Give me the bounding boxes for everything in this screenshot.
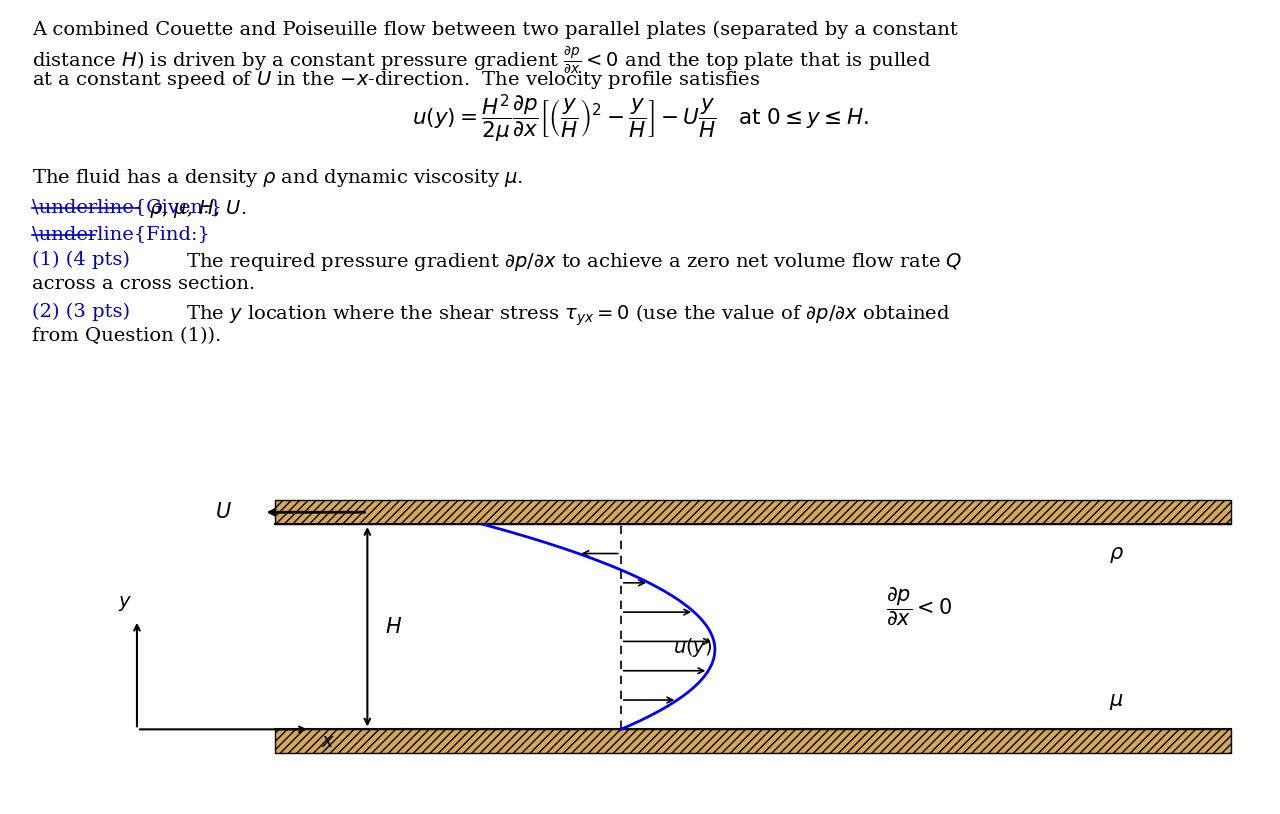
Text: across a cross section.: across a cross section. (32, 275, 255, 293)
Text: \underline{Given:}: \underline{Given:} (32, 198, 221, 216)
Text: $U$: $U$ (215, 502, 232, 523)
Text: A combined Couette and Poiseuille flow between two parallel plates (separated by: A combined Couette and Poiseuille flow b… (32, 20, 957, 38)
Bar (275, 501, 1231, 524)
Text: The required pressure gradient $\partial p / \partial x$ to achieve a zero net v: The required pressure gradient $\partial… (186, 251, 963, 273)
Text: $\mu$: $\mu$ (1108, 692, 1124, 712)
Text: $u(y)$: $u(y)$ (673, 636, 712, 659)
Text: $u(y) = \dfrac{H^2}{2\mu} \dfrac{\partial p}{\partial x} \left[ \left(\dfrac{y}{: $u(y) = \dfrac{H^2}{2\mu} \dfrac{\partia… (412, 92, 868, 144)
Text: $\dfrac{\partial p}{\partial x} < 0$: $\dfrac{\partial p}{\partial x} < 0$ (886, 585, 952, 627)
Text: (2) (3 pts): (2) (3 pts) (32, 303, 131, 321)
Bar (275, 729, 1231, 753)
Text: at a constant speed of $U$ in the $-x$-direction.  The velocity profile satisfie: at a constant speed of $U$ in the $-x$-d… (32, 69, 760, 91)
Text: \underline{Find:}: \underline{Find:} (32, 225, 210, 243)
Text: $y$: $y$ (118, 594, 133, 613)
Text: $\rho$, $\mu$, $H$, $U$.: $\rho$, $\mu$, $H$, $U$. (143, 198, 247, 220)
Text: $\rho$: $\rho$ (1108, 545, 1124, 565)
Text: (1) (4 pts): (1) (4 pts) (32, 251, 129, 269)
Text: The $y$ location where the shear stress $\tau_{yx} = 0$ (use the value of $\part: The $y$ location where the shear stress … (186, 303, 950, 328)
Text: The fluid has a density $\rho$ and dynamic viscosity $\mu$.: The fluid has a density $\rho$ and dynam… (32, 167, 524, 189)
Text: distance $H$) is driven by a constant pressure gradient $\frac{\partial p}{\part: distance $H$) is driven by a constant pr… (32, 45, 931, 75)
Text: from Question (1)).: from Question (1)). (32, 327, 221, 345)
Text: $x$: $x$ (321, 733, 335, 751)
Text: $H$: $H$ (384, 617, 402, 637)
